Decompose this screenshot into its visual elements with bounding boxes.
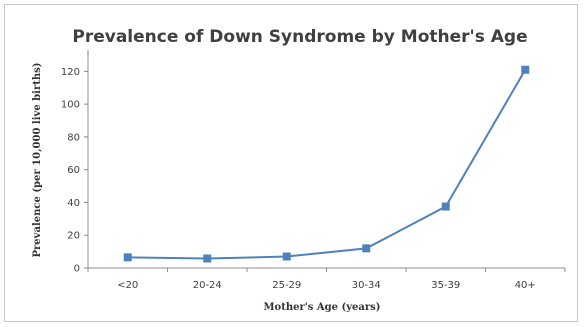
y-tick-label: 40 [67, 198, 80, 209]
x-tick-label: 25-29 [272, 280, 301, 291]
data-point-marker [441, 202, 450, 211]
y-tick-label: 60 [67, 165, 80, 176]
y-tick-label: 0 [74, 264, 80, 275]
y-tick-label: 20 [67, 231, 80, 242]
x-tick-label: 35-39 [431, 280, 460, 291]
series-line [127, 69, 527, 260]
chart-title: Prevalence of Down Syndrome by Mother's … [72, 27, 527, 47]
x-axis-title: Mother's Age (years) [263, 302, 380, 313]
data-point-marker [521, 65, 530, 74]
data-point-marker [362, 244, 371, 253]
x-tick-label: 40+ [515, 280, 536, 291]
chart-frame [4, 4, 578, 322]
x-tick-label: 20-24 [193, 280, 222, 291]
y-tick-label: 80 [67, 132, 80, 143]
y-axis-title: Prevalence (per 10,000 live births) [32, 63, 43, 258]
y-tick-label: 100 [61, 100, 80, 111]
plot-area: 0 20 40 60 80 100 120 <20 20-24 25-29 30-34 35-39 40… [61, 50, 566, 291]
x-tick-label: 30-34 [352, 280, 381, 291]
data-point-marker [282, 252, 291, 261]
x-tick-label: <20 [117, 280, 138, 291]
data-point-marker [203, 254, 212, 263]
data-point-marker [123, 253, 132, 262]
y-tick-label: 120 [61, 67, 80, 78]
